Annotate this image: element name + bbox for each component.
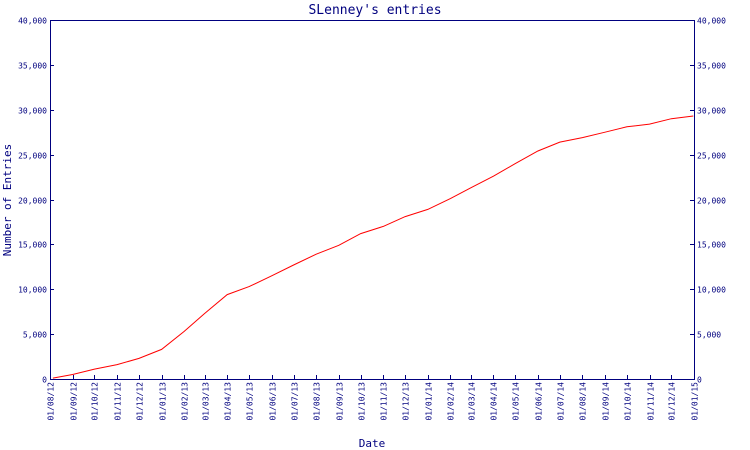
x-tick-label: 01/07/13 bbox=[291, 382, 300, 421]
y-tick-label-right: 20,000 bbox=[697, 197, 726, 206]
x-tick-label: 01/08/12 bbox=[47, 382, 56, 421]
y-tick-label-left: 5,000 bbox=[23, 331, 47, 340]
x-axis-label: Date bbox=[359, 437, 386, 450]
x-tick-label: 01/10/13 bbox=[358, 382, 367, 421]
y-tick-label-right: 15,000 bbox=[697, 241, 726, 250]
y-axis-label: Number of Entries bbox=[1, 144, 14, 257]
x-tick-label: 01/06/13 bbox=[269, 382, 278, 421]
x-tick-label: 01/12/14 bbox=[668, 382, 677, 421]
x-tick-label: 01/01/15 bbox=[691, 382, 700, 421]
x-tick-label: 01/02/13 bbox=[181, 382, 190, 421]
x-tick-label: 01/01/14 bbox=[425, 382, 434, 421]
y-tick-label-left: 20,000 bbox=[18, 197, 47, 206]
x-tick-label: 01/05/13 bbox=[246, 382, 255, 421]
y-tick-label-right: 0 bbox=[697, 376, 702, 385]
y-tick-label-right: 40,000 bbox=[697, 17, 726, 26]
x-tick-label: 01/02/14 bbox=[447, 382, 456, 421]
x-tick-label: 01/09/13 bbox=[336, 382, 345, 421]
x-tick-label: 01/07/14 bbox=[557, 382, 566, 421]
x-tick-label: 01/03/14 bbox=[468, 382, 477, 421]
x-tick-label: 01/01/13 bbox=[159, 382, 168, 421]
x-tick-label: 01/08/14 bbox=[579, 382, 588, 421]
x-tick-label: 01/05/14 bbox=[512, 382, 521, 421]
y-axis-left: 0 5,000 10,000 15,000 20,000 25,000 30,000 35,0… bbox=[18, 17, 54, 385]
x-tick-label: 01/12/13 bbox=[402, 382, 411, 421]
y-tick-label-left: 15,000 bbox=[18, 241, 47, 250]
y-tick-label-left: 35,000 bbox=[18, 62, 47, 71]
x-tick-label: 01/11/14 bbox=[647, 382, 656, 421]
x-tick-label: 01/06/14 bbox=[535, 382, 544, 421]
x-tick-label: 01/03/13 bbox=[202, 382, 211, 421]
x-axis: 01/08/12 01/09/12 01/10/12 01/11/12 01/12/12… bbox=[47, 375, 700, 421]
x-tick-label: 01/04/13 bbox=[224, 382, 233, 421]
x-tick-label: 01/10/14 bbox=[624, 382, 633, 421]
series-line bbox=[52, 115, 694, 379]
y-tick-label-left: 10,000 bbox=[18, 286, 47, 295]
y-tick-label-right: 35,000 bbox=[697, 62, 726, 71]
x-tick-label: 01/09/12 bbox=[70, 382, 79, 421]
x-tick-label: 01/11/13 bbox=[380, 382, 389, 421]
y-tick-label-right: 25,000 bbox=[697, 152, 726, 161]
y-tick-label-right: 5,000 bbox=[697, 331, 721, 340]
y-tick-label-right: 10,000 bbox=[697, 286, 726, 295]
x-tick-label: 01/09/14 bbox=[602, 382, 611, 421]
x-tick-label: 01/10/12 bbox=[91, 382, 100, 421]
y-tick-label-left: 0 bbox=[42, 376, 47, 385]
x-tick-label: 01/04/14 bbox=[490, 382, 499, 421]
plot-frame bbox=[50, 20, 695, 380]
series-group bbox=[52, 115, 694, 379]
y-axis-right: 0 5,000 10,000 15,000 20,000 25,000 30,000 35,0… bbox=[690, 17, 726, 385]
y-tick-label-left: 30,000 bbox=[18, 107, 47, 116]
y-tick-label-left: 25,000 bbox=[18, 152, 47, 161]
x-tick-label: 01/11/12 bbox=[114, 382, 123, 421]
x-tick-label: 01/12/12 bbox=[136, 382, 145, 421]
y-tick-label-left: 40,000 bbox=[18, 17, 47, 26]
y-tick-label-right: 30,000 bbox=[697, 107, 726, 116]
x-tick-label: 01/08/13 bbox=[313, 382, 322, 421]
chart-title: SLenney's entries bbox=[308, 3, 441, 18]
